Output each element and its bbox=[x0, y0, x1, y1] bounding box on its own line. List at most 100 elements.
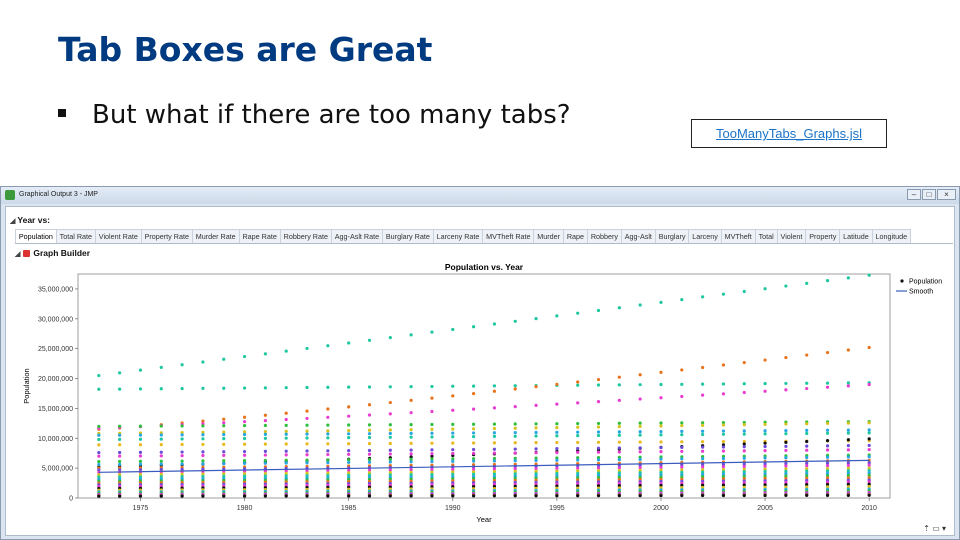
data-point bbox=[846, 469, 850, 473]
data-point bbox=[805, 431, 809, 436]
data-point bbox=[180, 462, 184, 466]
data-point bbox=[555, 469, 559, 473]
data-point bbox=[825, 493, 830, 497]
window-titlebar[interactable]: Graphical Output 3 - JMP – □ × bbox=[1, 187, 959, 204]
data-point bbox=[701, 365, 705, 370]
data-point bbox=[201, 424, 205, 428]
data-point bbox=[305, 471, 309, 475]
data-point bbox=[534, 385, 538, 389]
data-point bbox=[680, 493, 684, 498]
data-point bbox=[784, 472, 788, 476]
data-point bbox=[284, 423, 288, 427]
data-point bbox=[846, 276, 850, 280]
data-point bbox=[784, 456, 788, 460]
data-point bbox=[284, 386, 288, 390]
data-point bbox=[763, 474, 767, 478]
data-point bbox=[513, 447, 517, 451]
close-button[interactable]: × bbox=[937, 189, 956, 200]
data-point bbox=[471, 384, 476, 388]
data-point bbox=[388, 468, 392, 472]
data-point bbox=[284, 469, 288, 473]
data-point bbox=[305, 449, 309, 453]
data-point bbox=[118, 443, 122, 447]
data-point bbox=[638, 486, 642, 490]
data-point bbox=[742, 423, 746, 427]
data-point bbox=[680, 421, 684, 425]
data-point bbox=[409, 441, 413, 445]
data-point bbox=[284, 432, 288, 436]
data-point bbox=[263, 430, 267, 434]
data-point bbox=[596, 425, 601, 429]
y-tick-label: 10,000,000 bbox=[38, 436, 73, 443]
data-point bbox=[471, 447, 476, 452]
data-point bbox=[222, 357, 226, 361]
data-point bbox=[118, 475, 122, 479]
data-point bbox=[180, 363, 184, 367]
data-point bbox=[763, 464, 767, 468]
data-point bbox=[263, 436, 267, 440]
disclosure-triangle-icon[interactable]: ◢ bbox=[15, 251, 21, 258]
data-point bbox=[680, 298, 684, 302]
data-point bbox=[201, 360, 205, 364]
data-point bbox=[555, 314, 559, 318]
data-point bbox=[180, 437, 184, 441]
data-point bbox=[492, 406, 497, 410]
data-point bbox=[451, 435, 455, 439]
outline-header[interactable]: ◢ Year vs: bbox=[10, 215, 50, 225]
data-point bbox=[242, 474, 247, 478]
data-point bbox=[347, 494, 351, 498]
data-point bbox=[763, 456, 767, 460]
data-point bbox=[347, 471, 351, 475]
data-point bbox=[284, 417, 288, 422]
data-point bbox=[284, 474, 288, 478]
data-point bbox=[763, 483, 767, 487]
data-point bbox=[492, 470, 497, 474]
tab-longitude[interactable]: Longitude bbox=[871, 229, 911, 243]
data-point bbox=[596, 377, 601, 382]
data-point bbox=[492, 434, 497, 439]
data-point bbox=[596, 440, 601, 444]
disclosure-triangle-icon[interactable]: ◢ bbox=[10, 218, 16, 225]
data-point bbox=[347, 385, 351, 389]
data-point bbox=[617, 398, 621, 402]
data-point bbox=[659, 421, 663, 425]
data-point bbox=[617, 383, 621, 387]
bullet-text: But what if there are too many tabs? bbox=[92, 100, 571, 130]
dropdown-icon[interactable]: ▾ bbox=[941, 524, 946, 533]
data-point bbox=[513, 472, 517, 476]
arrow-up-icon[interactable]: ⇡ bbox=[923, 524, 930, 533]
data-point bbox=[138, 494, 143, 498]
data-point bbox=[367, 435, 372, 440]
data-point bbox=[409, 428, 413, 432]
chart-title: Population vs. Year bbox=[445, 262, 524, 272]
data-point bbox=[701, 485, 705, 490]
data-point bbox=[388, 412, 392, 416]
data-point bbox=[617, 306, 621, 310]
data-point bbox=[180, 474, 184, 479]
data-point bbox=[742, 360, 746, 365]
data-point bbox=[388, 335, 392, 340]
y-tick-label: 5,000,000 bbox=[42, 466, 73, 473]
data-point bbox=[180, 472, 184, 476]
data-point bbox=[825, 439, 830, 443]
data-point bbox=[701, 468, 705, 472]
window-icon[interactable]: ▭ bbox=[932, 524, 940, 533]
red-triangle-menu-icon[interactable] bbox=[23, 250, 31, 258]
data-point bbox=[784, 474, 788, 478]
graph-builder-header[interactable]: ◢ Graph Builder bbox=[15, 248, 90, 258]
data-point bbox=[347, 414, 351, 418]
data-point bbox=[555, 458, 559, 462]
data-point bbox=[138, 468, 143, 472]
data-point bbox=[721, 429, 726, 433]
maximize-button[interactable]: □ bbox=[922, 189, 936, 200]
script-link[interactable]: TooManyTabs_Graphs.jsl bbox=[716, 126, 862, 141]
data-point bbox=[242, 472, 247, 476]
data-point bbox=[784, 381, 788, 386]
data-point bbox=[409, 385, 413, 389]
data-point bbox=[305, 429, 309, 433]
data-point bbox=[180, 442, 184, 447]
data-point bbox=[638, 477, 642, 482]
data-point bbox=[242, 354, 247, 359]
minimize-button[interactable]: – bbox=[907, 189, 921, 200]
data-point bbox=[742, 462, 746, 466]
